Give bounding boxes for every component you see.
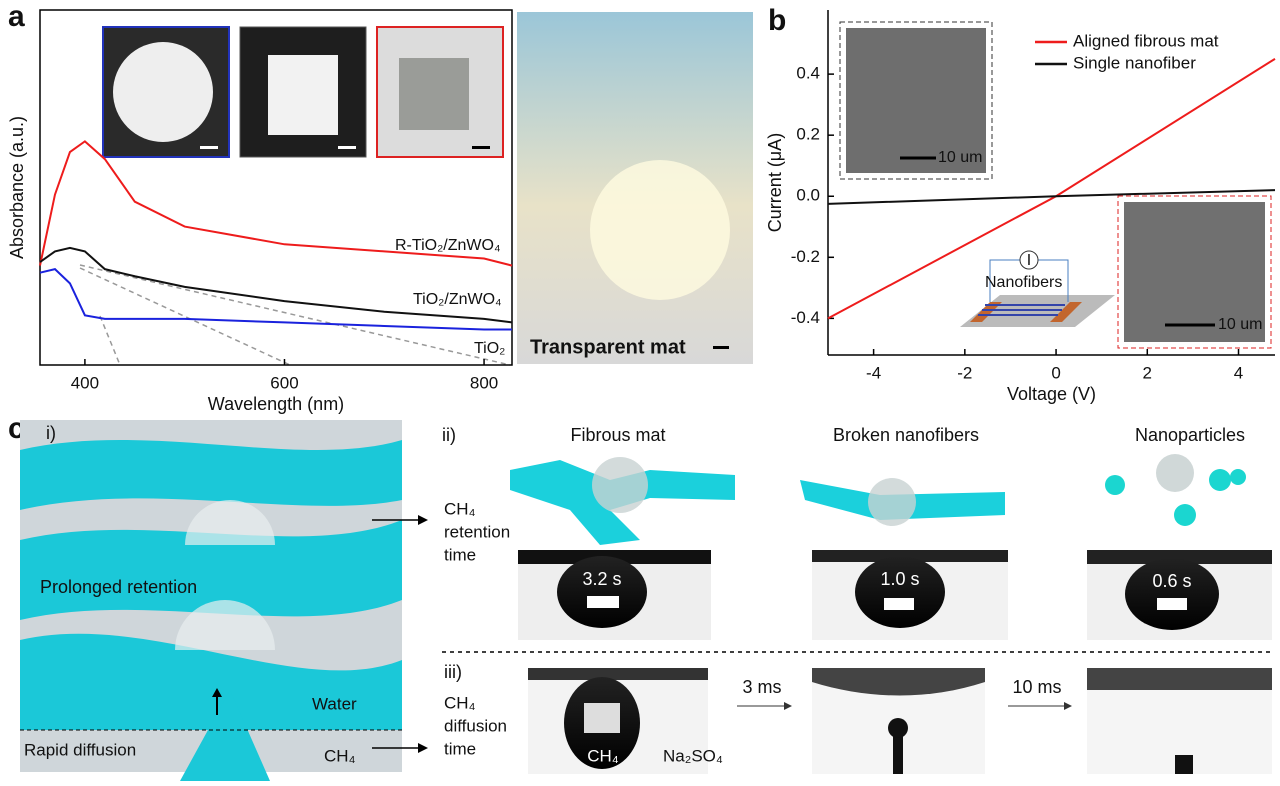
y-tick-label: -0.4 [791, 308, 820, 327]
series-label: TiO₂/ZnWO₄ [413, 291, 502, 308]
fiber [20, 440, 402, 510]
x-tick-label: 4 [1234, 363, 1243, 382]
figure: a b c Transparent mat 10 um 10 um I Nano… [0, 0, 1280, 781]
particle [1174, 504, 1196, 526]
series-line [828, 190, 1275, 204]
highlight [1157, 598, 1187, 610]
x-tick-label: 400 [71, 373, 99, 392]
particle [1209, 469, 1231, 491]
film [268, 55, 338, 135]
x-tick-label: 2 [1143, 363, 1152, 382]
annotation: Water [312, 694, 357, 713]
highlight [587, 596, 619, 608]
x-tick-label: 600 [270, 373, 298, 392]
scale-bar [472, 146, 490, 149]
needle [1175, 755, 1193, 774]
bubble [868, 478, 916, 526]
row-label: time [444, 545, 476, 564]
time-label: 0.6 s [1152, 571, 1191, 591]
time-label: 3.2 s [582, 569, 621, 589]
x-tick-label: -4 [866, 363, 881, 382]
sub-label: i) [46, 423, 56, 443]
particle [1105, 475, 1125, 495]
sub-label: ii) [442, 425, 456, 445]
arrow [784, 702, 792, 710]
guide-line [80, 268, 290, 365]
needle-plate [1087, 668, 1272, 690]
arrow [418, 515, 428, 525]
y-tick-label: 0.0 [796, 186, 820, 205]
y-tick-label: 0.4 [796, 64, 820, 83]
bubble-photo [888, 718, 908, 738]
row-label: CH₄ [444, 499, 476, 518]
scale-text: 10 um [938, 149, 982, 166]
row-label: diffusion [444, 716, 507, 735]
column-header: Broken nanofibers [833, 425, 979, 445]
x-tick-label: 800 [470, 373, 498, 392]
x-axis-label: Voltage (V) [1007, 384, 1096, 404]
x-axis-label: Wavelength (nm) [208, 394, 344, 414]
series-label: R-TiO₂/ZnWO₄ [395, 237, 500, 254]
step-label: 10 ms [1012, 677, 1061, 697]
series-label: TiO₂ [474, 340, 505, 357]
legend-label: Single nanofiber [1073, 53, 1196, 72]
photo-label: Transparent mat [530, 336, 686, 358]
y-axis-label: Absorbance (a.u.) [7, 116, 27, 259]
panel-label: b [768, 4, 786, 37]
x-tick-label: -2 [957, 363, 972, 382]
annotation: Rapid diffusion [24, 740, 136, 759]
arrow [418, 743, 428, 753]
column-header: Nanoparticles [1135, 425, 1245, 445]
device-label: Nanofibers [985, 274, 1062, 291]
highlight [884, 598, 914, 610]
scale-bar [338, 146, 356, 149]
arrow [1064, 702, 1072, 710]
column-header: Fibrous mat [570, 425, 665, 445]
droplet [1125, 558, 1219, 630]
highlight [584, 703, 620, 733]
panel-label: a [8, 0, 25, 33]
bubble [1156, 454, 1194, 492]
row-label: CH₄ [444, 693, 476, 712]
film [399, 58, 469, 130]
droplet [855, 556, 945, 628]
legend-label: Aligned fibrous mat [1073, 31, 1219, 50]
y-axis-label: Current (μA) [765, 133, 785, 232]
light [590, 160, 730, 300]
annotation: CH₄ [324, 746, 356, 765]
page: {"panel_labels": ["a", "b", "c"], "chart… [0, 0, 1280, 781]
scale-bar [713, 346, 729, 349]
y-tick-label: 0.2 [796, 125, 820, 144]
scale-bar [200, 146, 218, 149]
x-tick-label: 0 [1051, 363, 1060, 382]
scale-text: 10 um [1218, 316, 1262, 333]
meter-label: I [1027, 252, 1031, 269]
powder [113, 42, 213, 142]
row-label: retention [444, 522, 510, 541]
particle [1230, 469, 1246, 485]
bubble [592, 457, 648, 513]
guide-line [100, 316, 120, 365]
time-label: 1.0 s [880, 569, 919, 589]
needle-plate [528, 668, 708, 680]
annotation: Na₂SO₄ [663, 746, 723, 765]
annotation: CH₄ [587, 746, 619, 765]
y-tick-label: -0.2 [791, 247, 820, 266]
guide-line [80, 265, 510, 365]
annotation: Prolonged retention [40, 577, 197, 597]
sub-label: iii) [444, 662, 462, 682]
step-label: 3 ms [742, 677, 781, 697]
row-label: time [444, 739, 476, 758]
droplet [557, 556, 647, 628]
